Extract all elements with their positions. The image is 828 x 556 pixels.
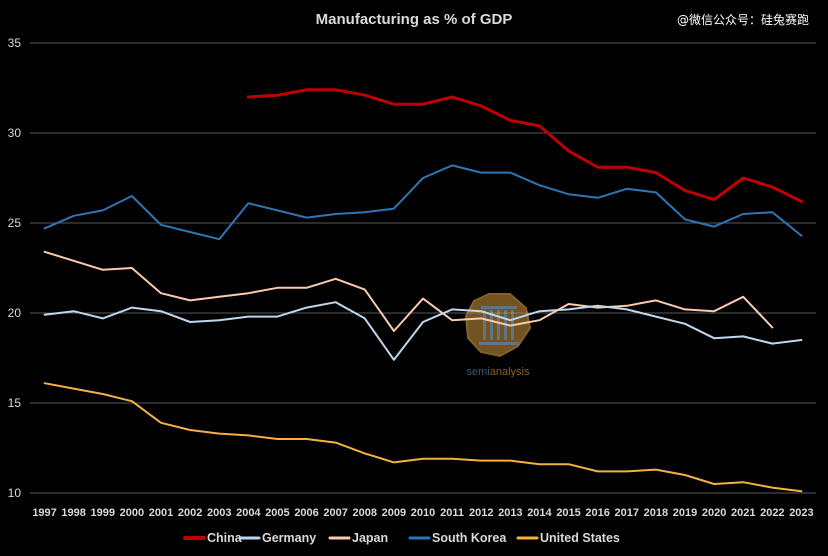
x-tick-label: 2005	[265, 507, 289, 519]
watermark: @微信公众号：硅兔赛跑	[677, 12, 809, 27]
x-tick-label: 2008	[353, 507, 377, 519]
x-axis-ticks: 1997 1998 1999 2000 2001 2002 2003 2004 2005 2006…	[32, 507, 813, 519]
x-tick-label: 2014	[527, 507, 552, 519]
x-tick-label: 2006	[294, 507, 318, 519]
x-tick-label: 2020	[702, 507, 726, 519]
legend-label-south-korea: South Korea	[432, 531, 507, 545]
x-tick-label: 2000	[120, 507, 144, 519]
y-axis-ticks: 10 15 20 25 30 35	[8, 36, 22, 500]
legend-label-germany: Germany	[262, 531, 316, 545]
series-line-united-states	[43, 382, 803, 493]
x-tick-label: 2013	[498, 507, 522, 519]
y-tick-label: 25	[8, 216, 22, 230]
x-tick-label: 2015	[556, 507, 580, 519]
legend: China Germany Japan South Korea United State…	[183, 531, 620, 545]
x-tick-label: 2016	[585, 507, 609, 519]
y-tick-label: 35	[8, 36, 22, 50]
x-tick-label: 2017	[615, 507, 639, 519]
series-line-china	[246, 88, 803, 203]
x-tick-label: 2007	[323, 507, 347, 519]
series-line-south-korea	[43, 164, 803, 241]
y-tick-label: 10	[8, 486, 22, 500]
x-tick-label: 1998	[61, 507, 85, 519]
chart-title: Manufacturing as % of GDP	[316, 11, 513, 28]
x-tick-label: 2004	[236, 507, 261, 519]
logo-text: semianalysis	[467, 366, 530, 378]
x-tick-label: 2011	[440, 507, 464, 519]
legend-label-united-states: United States	[540, 531, 620, 545]
x-tick-label: 2021	[731, 507, 755, 519]
x-tick-label: 2022	[760, 507, 784, 519]
x-tick-label: 2023	[789, 507, 813, 519]
x-tick-label: 2009	[382, 507, 406, 519]
x-tick-label: 2012	[469, 507, 493, 519]
x-tick-label: 2001	[149, 507, 173, 519]
x-tick-label: 2019	[673, 507, 697, 519]
x-tick-label: 1997	[32, 507, 56, 519]
series-lines	[43, 88, 803, 493]
x-tick-label: 2018	[644, 507, 668, 519]
x-tick-label: 2010	[411, 507, 435, 519]
series-line-germany	[43, 301, 803, 361]
legend-label-japan: Japan	[352, 531, 388, 545]
x-tick-label: 2003	[207, 507, 231, 519]
y-tick-label: 15	[8, 396, 22, 410]
semianalysis-logo: semianalysis	[464, 293, 532, 378]
legend-label-china: China	[207, 531, 243, 545]
series-line-japan	[43, 250, 774, 332]
y-tick-label: 20	[8, 306, 22, 320]
y-tick-label: 30	[8, 126, 22, 140]
x-tick-label: 1999	[91, 507, 115, 519]
x-tick-label: 2002	[178, 507, 202, 519]
gridlines	[30, 42, 816, 494]
